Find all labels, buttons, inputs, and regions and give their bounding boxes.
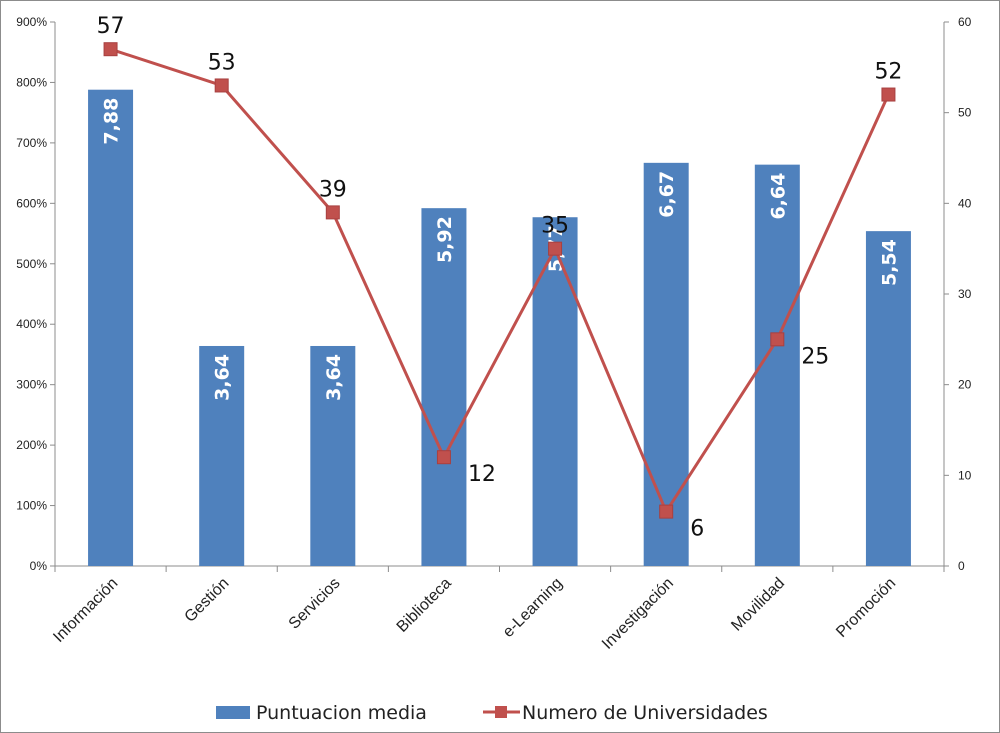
line-marker-2: [214, 78, 229, 93]
category-label: Investigación: [599, 575, 677, 653]
legend-label-line: Numero de Universidades: [522, 702, 768, 724]
bar-value-label: 3,64: [323, 354, 345, 401]
right-axis-tick-label: 20: [958, 378, 972, 392]
left-axis-tick-label: 900%: [16, 15, 47, 29]
bar-3: [310, 345, 356, 566]
bar-6: [643, 162, 689, 566]
line-value-label: 52: [874, 60, 902, 85]
line-value-label: 6: [690, 517, 704, 542]
left-axis-tick-label: 200%: [16, 438, 47, 452]
category-label: Gestión: [182, 575, 233, 626]
category-label: Información: [50, 575, 121, 646]
left-axis-tick-label: 800%: [16, 75, 47, 89]
legend-swatch-bars: [216, 706, 250, 719]
category-label: e-Learning: [500, 575, 566, 641]
line-marker-4: [436, 450, 451, 465]
bar-2: [199, 345, 245, 566]
right-axis-tick-label: 0: [958, 559, 965, 573]
line-marker-6: [659, 504, 674, 519]
legend-label-bars: Puntuacion media: [256, 702, 427, 724]
line-value-label: 35: [541, 214, 569, 239]
legend-swatch-marker: [495, 706, 507, 718]
bar-value-label: 5,54: [878, 239, 900, 286]
category-label: Biblioteca: [394, 575, 455, 636]
left-axis-tick-label: 500%: [16, 257, 47, 271]
line-marker-5: [548, 241, 563, 256]
bar-8: [865, 231, 911, 567]
category-label: Movilidad: [728, 575, 788, 635]
left-axis-tick-label: 700%: [16, 136, 47, 150]
right-axis-tick-label: 50: [958, 106, 972, 120]
left-axis-tick-label: 600%: [16, 196, 47, 210]
category-label: Promoción: [833, 575, 899, 641]
right-axis-tick-label: 10: [958, 468, 972, 482]
right-axis-tick-label: 60: [958, 15, 972, 29]
right-axis-tick-label: 30: [958, 287, 972, 301]
line-value-label: 12: [468, 462, 496, 487]
bar-1: [88, 89, 134, 566]
line-marker-3: [325, 205, 340, 220]
right-axis-tick-label: 40: [958, 196, 972, 210]
left-axis-tick-label: 400%: [16, 317, 47, 331]
line-marker-8: [881, 87, 896, 102]
bar-value-label: 6,67: [656, 171, 678, 218]
category-label: Servicios: [286, 575, 344, 633]
left-axis-tick-label: 100%: [16, 499, 47, 513]
line-value-label: 53: [208, 50, 236, 75]
bar-value-label: 6,64: [767, 173, 789, 220]
left-axis-tick-label: 0%: [30, 559, 48, 573]
line-value-label: 57: [97, 14, 125, 39]
line-marker-7: [770, 332, 785, 347]
bar-value-label: 5,92: [434, 216, 456, 263]
line-marker-1: [103, 42, 118, 57]
bar-value-label: 3,64: [212, 354, 234, 401]
bar-4: [421, 208, 467, 566]
bar-value-label: 7,88: [101, 98, 123, 145]
line-value-label: 39: [319, 177, 347, 202]
line-value-label: 25: [801, 344, 829, 369]
line-series: [110, 47, 890, 514]
left-axis-tick-label: 300%: [16, 378, 47, 392]
